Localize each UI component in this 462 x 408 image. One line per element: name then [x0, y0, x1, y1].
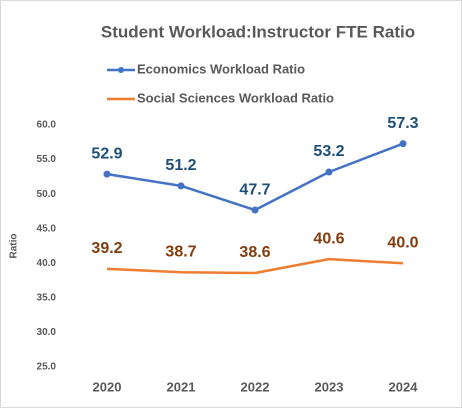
- data-label: 40.0: [387, 235, 418, 252]
- y-tick-label: 30.0: [37, 327, 57, 338]
- y-tick-label: 40.0: [37, 258, 57, 269]
- legend-label: Social Sciences Workload Ratio: [137, 90, 334, 105]
- data-label: 39.2: [91, 240, 122, 257]
- legend-marker: [118, 67, 124, 73]
- x-tick-label: 2024: [389, 379, 419, 394]
- data-label: 51.2: [165, 157, 196, 174]
- marker: [399, 140, 407, 148]
- series-line: [106, 257, 404, 275]
- y-tick-label: 55.0: [37, 154, 57, 165]
- x-tick-label: 2020: [93, 379, 122, 394]
- data-label: 57.3: [387, 115, 418, 132]
- y-axis-label: Ratio: [9, 234, 20, 259]
- legend-label: Economics Workload Ratio: [137, 61, 305, 76]
- chart-title: Student Workload:Instructor FTE Ratio: [101, 22, 415, 41]
- data-label: 40.6: [313, 230, 344, 247]
- y-tick-label: 35.0: [37, 292, 57, 303]
- data-label: 47.7: [239, 181, 270, 198]
- marker: [251, 206, 259, 214]
- marker: [103, 170, 111, 178]
- x-tick-label: 2022: [241, 379, 270, 394]
- data-label: 38.6: [239, 244, 270, 261]
- data-label: 52.9: [91, 145, 122, 162]
- data-label: 38.7: [165, 243, 196, 260]
- x-tick-label: 2023: [315, 379, 344, 394]
- marker: [325, 168, 333, 176]
- marker: [177, 182, 185, 190]
- y-tick-label: 45.0: [37, 223, 57, 234]
- x-tick-label: 2021: [167, 379, 196, 394]
- y-tick-label: 25.0: [37, 362, 57, 373]
- y-tick-label: 50.0: [37, 189, 57, 200]
- y-tick-label: 60.0: [37, 120, 57, 131]
- data-label: 53.2: [313, 143, 344, 160]
